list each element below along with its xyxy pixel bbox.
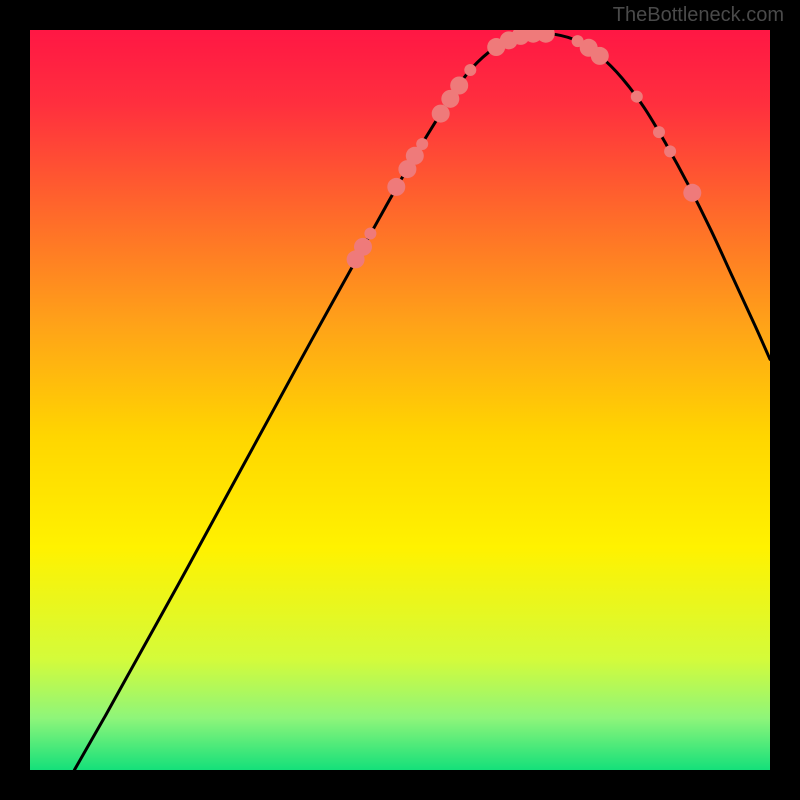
- data-marker: [450, 77, 468, 95]
- data-marker: [464, 64, 476, 76]
- data-marker: [432, 105, 450, 123]
- chart-frame: TheBottleneck.com: [0, 0, 800, 800]
- data-marker: [354, 238, 372, 256]
- watermark-label: TheBottleneck.com: [613, 4, 784, 27]
- data-marker: [664, 145, 676, 157]
- data-marker: [387, 178, 405, 196]
- data-marker: [416, 138, 428, 150]
- data-marker: [683, 184, 701, 202]
- bottleneck-curve-chart: [30, 30, 770, 770]
- plot-area: [30, 30, 770, 770]
- gradient-background: [30, 30, 770, 770]
- data-marker: [364, 228, 376, 240]
- data-marker: [591, 47, 609, 65]
- data-marker: [653, 126, 665, 138]
- data-marker: [631, 91, 643, 103]
